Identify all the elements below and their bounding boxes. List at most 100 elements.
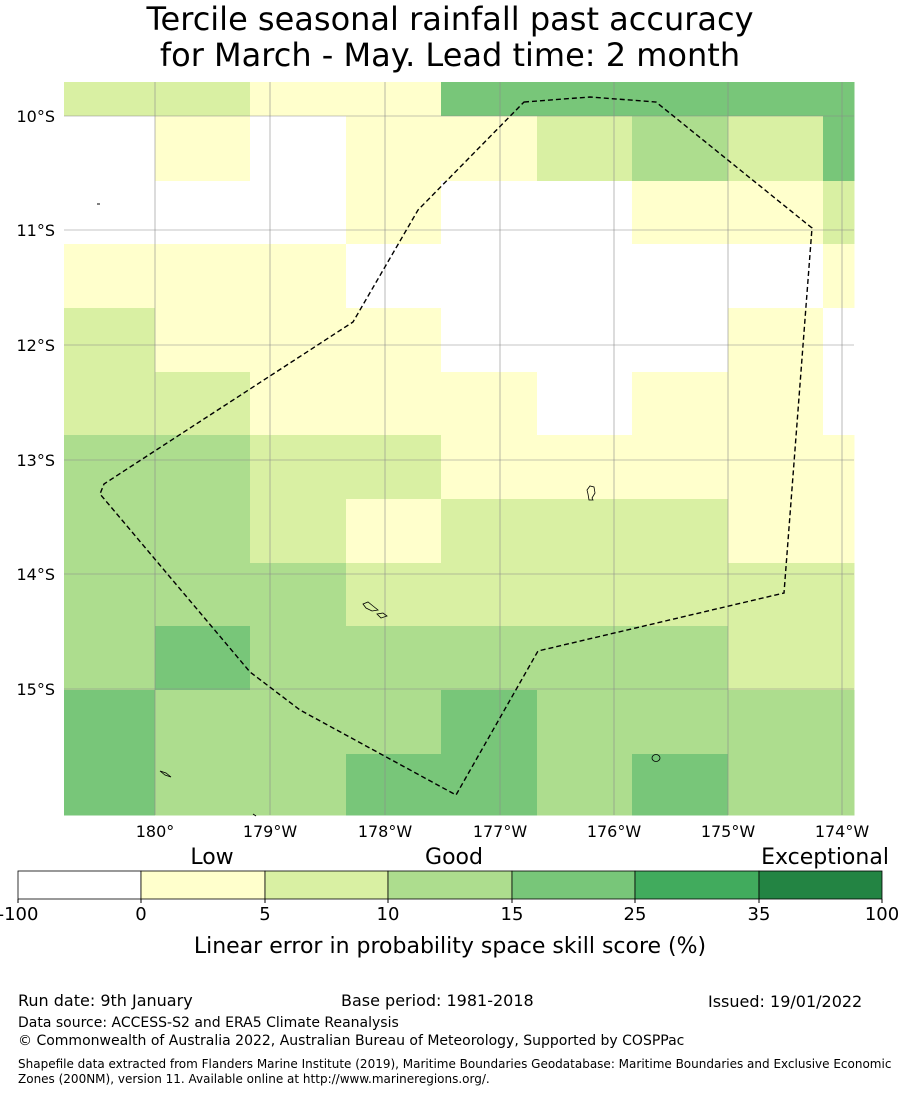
grid-cell [728,626,824,691]
grid-cell [823,244,855,309]
grid-cell [823,116,855,182]
grid-cell [632,82,729,117]
grid-cell [346,563,442,627]
grid-cell [250,626,347,691]
latitude-label: 13°S [16,451,55,470]
colorbar-tick-label: 10 [377,904,400,925]
shapefile-credit: Shapefile data extracted from Flanders M… [18,1057,892,1086]
latitude-label: 15°S [16,680,55,699]
latitude-label: 10°S [16,107,55,126]
issued-date: Issued: 19/01/2022 [708,992,863,1011]
grid-cell [441,181,538,245]
graticule [64,82,854,815]
grid-cell [537,244,633,309]
grid-cell [632,435,729,500]
grid-cell [728,372,824,436]
grid-cell [250,116,347,182]
grid-cell [823,308,855,373]
axis-labels: 10°S 11°S 12°S 13°S 14°S 15°S 180° 179°W 178°W 17… [16,107,869,841]
grid-cell [632,372,729,436]
grid-cell [441,244,538,309]
grid-cell [441,626,538,691]
colorbar [17,870,883,900]
map-title-line-1: Tercile seasonal rainfall past accuracy [146,0,754,38]
grid-cell [64,499,156,564]
colorbar-segment [511,870,636,900]
grid-cell [155,181,251,245]
grid-cell [250,308,347,373]
skill-grid [64,82,855,816]
longitude-label: 176°W [587,822,642,841]
grid-cell [441,754,538,816]
latitude-label: 14°S [16,565,55,584]
colorbar-tick-label: 100 [865,904,899,925]
island-shape [252,813,257,817]
island-shape [586,485,596,501]
grid-cell [250,435,347,500]
grid-cell [728,244,824,309]
grid-cell [155,563,251,627]
grid-cell [441,563,538,627]
colorbar-ticks: -100 0 5 10 15 25 35 100 [0,899,899,925]
colorbar-tick-label: 15 [501,904,524,925]
grid-cell [250,82,347,117]
grid-cell [441,308,538,373]
longitude-label: 179°W [243,822,298,841]
grid-cell [250,499,347,564]
colorbar-segment [634,870,760,900]
grid-cell [728,181,824,245]
grid-cell [632,690,729,755]
grid-cell [823,499,855,564]
grid-cell [632,308,729,373]
grid-cell [537,116,633,182]
grid-cell [346,754,442,816]
grid-cell [441,690,538,755]
grid-cell [346,435,442,500]
grid-cell [537,308,633,373]
legend-category-label: Exceptional [761,845,889,870]
grid-cell [728,308,824,373]
grid-cell [823,372,855,436]
grid-cell [64,116,156,182]
grid-cell [64,754,156,816]
grid-cell [346,690,442,755]
longitude-label: 177°W [473,822,528,841]
grid-cell [537,435,633,500]
grid-cell [64,181,156,245]
grid-cell [155,116,251,182]
grid-cell [64,244,156,309]
grid-cell [823,626,855,691]
grid-cell [250,181,347,245]
colorbar-tick-label: 5 [259,904,270,925]
grid-cell [346,626,442,691]
grid-cell [632,626,729,691]
grid-cell [441,372,538,436]
map-title-line-2: for March - May. Lead time: 2 month [159,36,741,74]
grid-cell [346,116,442,182]
run-date: Run date: 9th January [18,991,193,1010]
grid-cell [64,626,156,691]
colorbar-segment [264,870,389,900]
grid-cell [155,690,251,755]
grid-cell [441,82,538,117]
grid-cell [823,754,855,816]
colorbar-tick-label: 25 [624,904,647,925]
eez-boundary [99,96,813,796]
grid-cell [728,82,824,117]
grid-cell [823,690,855,755]
grid-cell [537,690,633,755]
grid-cell [537,563,633,627]
grid-cell [537,499,633,564]
grid-cell [155,499,251,564]
grid-cell [728,499,824,564]
grid-cell [250,372,347,436]
island-shape [376,612,388,619]
legend-category-labels: Low Good Exceptional [190,845,889,870]
grid-cell [632,116,729,182]
longitude-label: 174°W [815,822,870,841]
grid-cell [632,563,729,627]
grid-cell [155,435,251,500]
grid-cell [441,499,538,564]
grid-cell [346,181,442,245]
colorbar-segment [758,870,883,900]
